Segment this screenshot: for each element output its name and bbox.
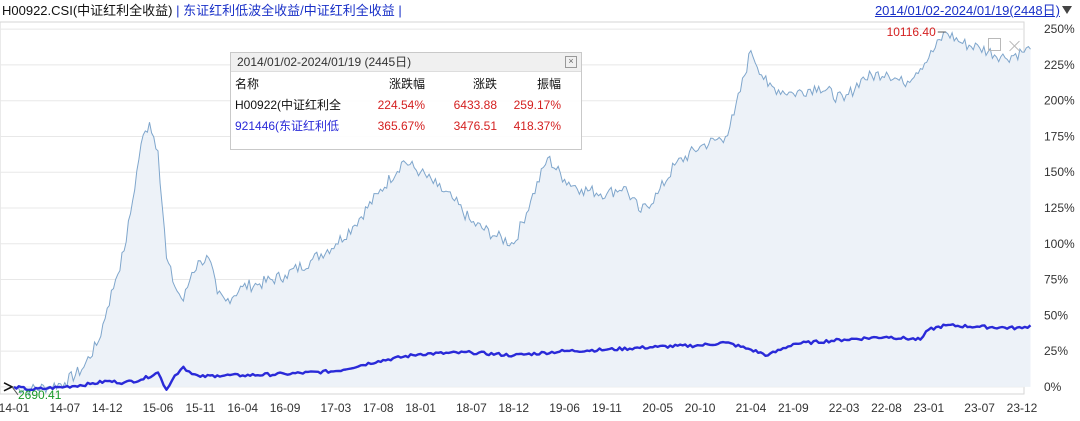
y-tick-label: 100% xyxy=(1044,237,1075,251)
maximize-icon[interactable] xyxy=(988,38,1001,51)
date-range-label[interactable]: 2014/01/02-2024/01/19(2448日) xyxy=(874,3,1060,18)
y-tick-label: 75% xyxy=(1044,273,1068,287)
x-tick-label: 15-11 xyxy=(185,401,215,415)
plot-area xyxy=(13,31,1032,397)
start-leader xyxy=(11,386,19,396)
series-line-921446 xyxy=(13,323,1032,392)
x-tick-label: 17-08 xyxy=(363,401,394,415)
x-tick-label: 18-12 xyxy=(498,401,529,415)
info-panel: 2014/01/02-2024/01/19 (2445日) × 名称 涨跌幅 涨… xyxy=(230,52,582,150)
y-axis: 0% 25% 50% 75% 100% 125% 150% 175% 200% 225% 250% xyxy=(1044,22,1075,394)
start-pointer xyxy=(3,382,14,392)
x-tick-label: 15-06 xyxy=(143,401,174,415)
col-change-pct: 涨跌幅 xyxy=(388,77,425,91)
row-change-pct: 365.67% xyxy=(377,118,425,133)
ratio-title-link[interactable]: 东证红利低波全收益/中证红利全收益 xyxy=(183,3,395,18)
info-panel-title: 2014/01/02-2024/01/19 (2445日) × xyxy=(231,53,581,72)
row-change-pct: 224.54% xyxy=(377,97,425,112)
y-tick-label: 150% xyxy=(1044,165,1075,179)
x-tick-label: 20-10 xyxy=(685,401,716,415)
chart-window-controls xyxy=(988,38,1028,56)
x-tick-label: 20-05 xyxy=(642,401,673,415)
row-amplitude: 418.37% xyxy=(513,118,561,133)
info-header-row: 名称 涨跌幅 涨跌 振幅 xyxy=(233,73,565,94)
title-separator: | xyxy=(172,3,184,18)
row-name: H00922(中证红利全 xyxy=(235,98,342,112)
y-tick-label: 250% xyxy=(1044,22,1075,36)
row-amplitude: 259.17% xyxy=(513,97,561,112)
close-chart-icon[interactable] xyxy=(1009,40,1020,51)
col-amplitude: 振幅 xyxy=(536,77,561,91)
x-tick-label: 23-07 xyxy=(964,401,995,415)
series-line-h00922 xyxy=(13,31,1031,397)
row-change: 6433.88 xyxy=(453,97,497,112)
max-value-label: 10116.40 xyxy=(887,25,936,39)
info-row-921446: 921446(东证红利低 365.67% 3476.51 418.37% xyxy=(233,115,565,136)
col-change: 涨跌 xyxy=(472,77,497,91)
x-tick-label: 22-03 xyxy=(829,401,860,415)
chart-annotations: 10116.40 2690.41 xyxy=(3,25,946,402)
info-close-icon[interactable]: × xyxy=(565,56,577,68)
x-tick-label: 19-11 xyxy=(592,401,622,415)
y-tick-label: 200% xyxy=(1044,94,1075,108)
info-table: 名称 涨跌幅 涨跌 振幅 H00922(中证红利全 224.54% 6433.8… xyxy=(233,73,565,136)
start-value-label: 2690.41 xyxy=(18,388,62,402)
index-title[interactable]: H00922.CSI(中证红利全收益) xyxy=(2,3,173,18)
x-tick-label: 23-12 xyxy=(1007,401,1038,415)
x-tick-label: 21-04 xyxy=(736,401,767,415)
header-titles: H00922.CSI(中证红利全收益) | 东证红利低波全收益/中证红利全收益 … xyxy=(2,0,402,22)
x-axis: 14-01 14-07 14-12 15-06 15-11 16-04 16-09 17-03… xyxy=(0,401,1038,415)
y-tick-label: 175% xyxy=(1044,129,1075,143)
col-name: 名称 xyxy=(235,77,260,91)
dropdown-triangle-icon[interactable] xyxy=(1062,6,1072,14)
x-tick-label: 19-06 xyxy=(549,401,580,415)
y-tick-label: 0% xyxy=(1044,380,1062,394)
series-area-h00922 xyxy=(14,32,1031,395)
y-tick-label: 225% xyxy=(1044,58,1075,72)
title-separator-end: | xyxy=(394,3,402,18)
x-tick-label: 16-09 xyxy=(270,401,301,415)
x-tick-label: 14-12 xyxy=(92,401,123,415)
x-tick-label: 14-07 xyxy=(49,401,80,415)
info-row-h00922: H00922(中证红利全 224.54% 6433.88 259.17% xyxy=(233,94,565,115)
y-tick-label: 125% xyxy=(1044,201,1075,215)
x-tick-label: 14-01 xyxy=(0,401,30,415)
x-tick-label: 23-01 xyxy=(913,401,944,415)
x-tick-label: 17-03 xyxy=(321,401,352,415)
row-change: 3476.51 xyxy=(453,118,497,133)
y-tick-label: 25% xyxy=(1044,344,1068,358)
y-tick-label: 50% xyxy=(1044,308,1068,322)
x-tick-label: 22-08 xyxy=(871,401,902,415)
x-tick-label: 16-04 xyxy=(227,401,258,415)
x-tick-label: 18-01 xyxy=(405,401,436,415)
x-tick-label: 21-09 xyxy=(778,401,809,415)
x-tick-label: 18-07 xyxy=(456,401,487,415)
row-name: 921446(东证红利低 xyxy=(235,119,340,133)
date-range-selector[interactable]: 2014/01/02-2024/01/19(2448日) xyxy=(875,0,1072,22)
chart-header: H00922.CSI(中证红利全收益) | 东证红利低波全收益/中证红利全收益 … xyxy=(0,0,1080,22)
info-panel-date-range: 2014/01/02-2024/01/19 (2445日) xyxy=(237,55,412,69)
